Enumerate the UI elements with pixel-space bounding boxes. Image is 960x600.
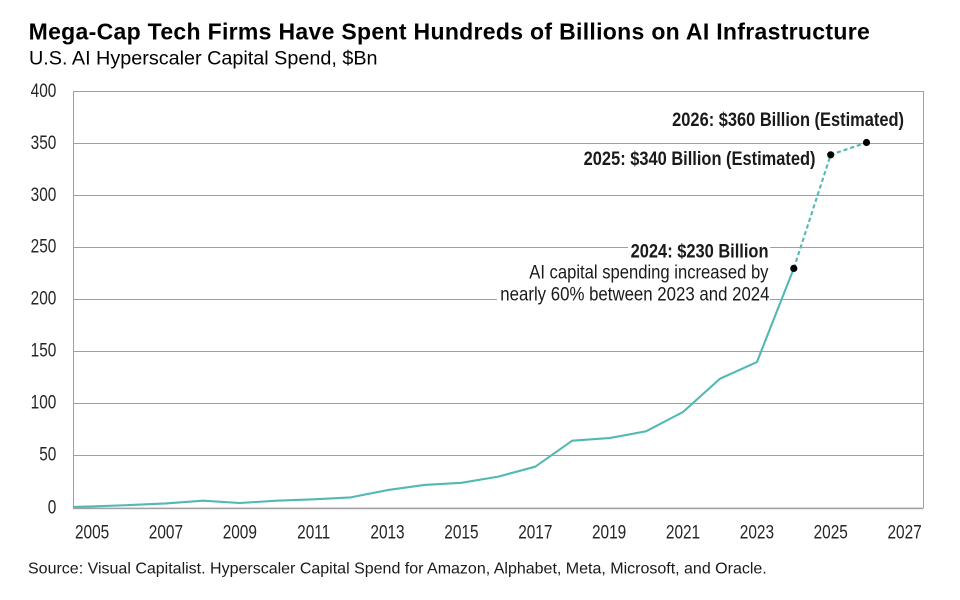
svg-text:2021: 2021 [666, 521, 700, 543]
svg-text:2013: 2013 [370, 521, 404, 543]
svg-text:nearly 60% between 2023 and 20: nearly 60% between 2023 and 2024 [500, 283, 769, 304]
svg-text:2024: $230 Billion: 2024: $230 Billion [631, 240, 769, 261]
svg-text:2011: 2011 [297, 521, 330, 543]
svg-text:2025: 2025 [814, 521, 848, 543]
svg-text:AI capital spending increased: AI capital spending increased by [529, 261, 768, 282]
svg-text:2026: $360 Billion (Estimated): 2026: $360 Billion (Estimated) [672, 109, 904, 130]
svg-text:200: 200 [31, 287, 57, 309]
svg-text:2017: 2017 [518, 521, 552, 543]
svg-text:50: 50 [39, 443, 56, 465]
svg-text:2023: 2023 [740, 521, 774, 543]
svg-text:2009: 2009 [223, 521, 257, 543]
svg-text:2005: 2005 [75, 521, 109, 543]
svg-text:150: 150 [31, 339, 57, 361]
svg-text:Mega-Cap Tech Firms Have Spent: Mega-Cap Tech Firms Have Spent Hundreds … [29, 19, 871, 45]
svg-text:2027: 2027 [887, 521, 921, 543]
svg-text:250: 250 [31, 235, 57, 257]
svg-text:2015: 2015 [444, 521, 478, 543]
svg-text:2007: 2007 [149, 521, 183, 543]
svg-text:2019: 2019 [592, 521, 626, 543]
svg-text:400: 400 [31, 79, 57, 101]
svg-text:300: 300 [31, 183, 57, 205]
svg-text:0: 0 [48, 496, 57, 518]
svg-text:Source: Visual Capitalist. Hyp: Source: Visual Capitalist. Hyperscaler C… [28, 561, 767, 578]
svg-text:2025: $340 Billion (Estimated): 2025: $340 Billion (Estimated) [584, 148, 816, 169]
svg-text:U.S. AI Hyperscaler Capital Sp: U.S. AI Hyperscaler Capital Spend, $Bn [29, 48, 378, 70]
svg-text:350: 350 [31, 131, 57, 153]
svg-text:100: 100 [31, 391, 57, 413]
